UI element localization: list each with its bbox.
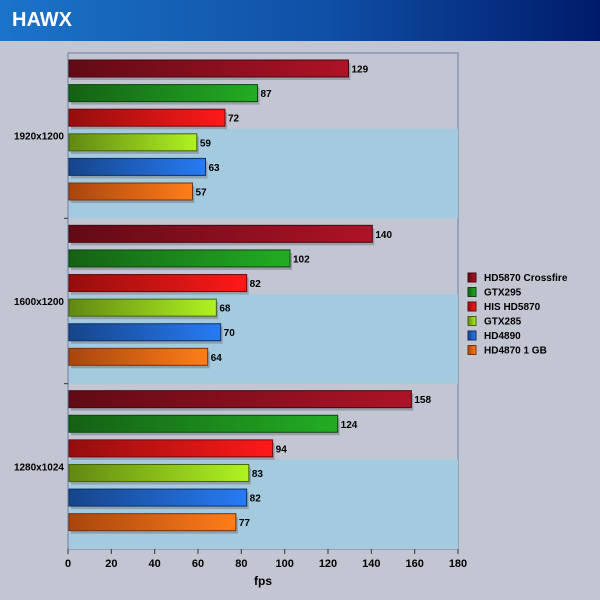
legend-swatch: [467, 345, 477, 355]
bar: [68, 157, 206, 176]
bar: [68, 513, 237, 532]
data-label: 63: [209, 163, 221, 174]
legend-label: GTX295: [484, 288, 522, 299]
x-tick-label: 140: [362, 558, 380, 570]
group-label: 1600x1200: [14, 297, 64, 308]
data-label: 102: [293, 254, 310, 265]
bar: [68, 274, 248, 293]
data-label: 158: [414, 395, 431, 406]
x-tick-label: 40: [149, 558, 161, 570]
data-label: 70: [224, 328, 236, 339]
data-label: 87: [261, 89, 273, 100]
bar: [68, 414, 339, 433]
bar: [68, 59, 349, 78]
legend-swatch: [467, 316, 477, 326]
bar: [68, 347, 209, 366]
x-tick-label: 60: [192, 558, 204, 570]
data-label: 82: [250, 279, 262, 290]
legend-label: HD4870 1 GB: [484, 346, 547, 357]
data-label: 57: [196, 188, 208, 199]
x-tick-label: 120: [319, 558, 337, 570]
bar: [68, 249, 291, 268]
bar: [68, 182, 193, 201]
data-label: 68: [219, 304, 231, 315]
data-label: 64: [211, 353, 223, 364]
x-tick-label: 80: [235, 558, 247, 570]
group-label: 1920x1200: [14, 132, 64, 143]
data-label: 94: [276, 444, 288, 455]
chart-area: 1920x1200 129 87 72 59 63 57 1600x1200 140 102 82 6…: [0, 41, 600, 600]
data-label: 72: [228, 114, 240, 125]
data-label: 124: [341, 420, 358, 431]
bar: [68, 108, 226, 127]
legend-swatch: [467, 272, 477, 283]
bar: [68, 390, 412, 409]
legend-label: GTX285: [484, 317, 522, 328]
chart-plot: 1920x1200 129 87 72 59 63 57 1600x1200 140 102 82 6…: [14, 52, 568, 588]
x-tick-label: 100: [275, 558, 293, 570]
data-label: 129: [352, 65, 369, 76]
legend-label: HIS HD5870: [484, 302, 541, 313]
bar: [68, 323, 222, 342]
legend-label: HD5870 Crossfire: [484, 273, 568, 284]
bar: [68, 488, 248, 507]
chart-title: HAWX: [12, 9, 72, 31]
x-tick-label: 180: [449, 558, 467, 570]
bar: [68, 84, 258, 103]
x-tick-label: 160: [405, 558, 423, 570]
bar: [68, 439, 274, 458]
bar: [68, 298, 217, 317]
legend-swatch: [467, 287, 477, 297]
legend-label: HD4890: [484, 331, 521, 342]
legend-swatch: [467, 330, 477, 341]
x-tick-label: 20: [105, 558, 117, 570]
data-label: 83: [252, 469, 264, 480]
x-tick-label: 0: [65, 558, 71, 570]
data-label: 82: [250, 494, 262, 505]
title-bar: HAWX: [0, 0, 600, 41]
bar: [68, 224, 373, 243]
legend-swatch: [467, 301, 477, 312]
group-label: 1280x1024: [14, 462, 64, 473]
x-axis-label: fps: [254, 574, 272, 588]
data-label: 140: [375, 230, 392, 241]
bar: [68, 133, 198, 152]
data-label: 59: [200, 138, 212, 149]
bar: [68, 463, 250, 482]
data-label: 77: [239, 518, 251, 529]
